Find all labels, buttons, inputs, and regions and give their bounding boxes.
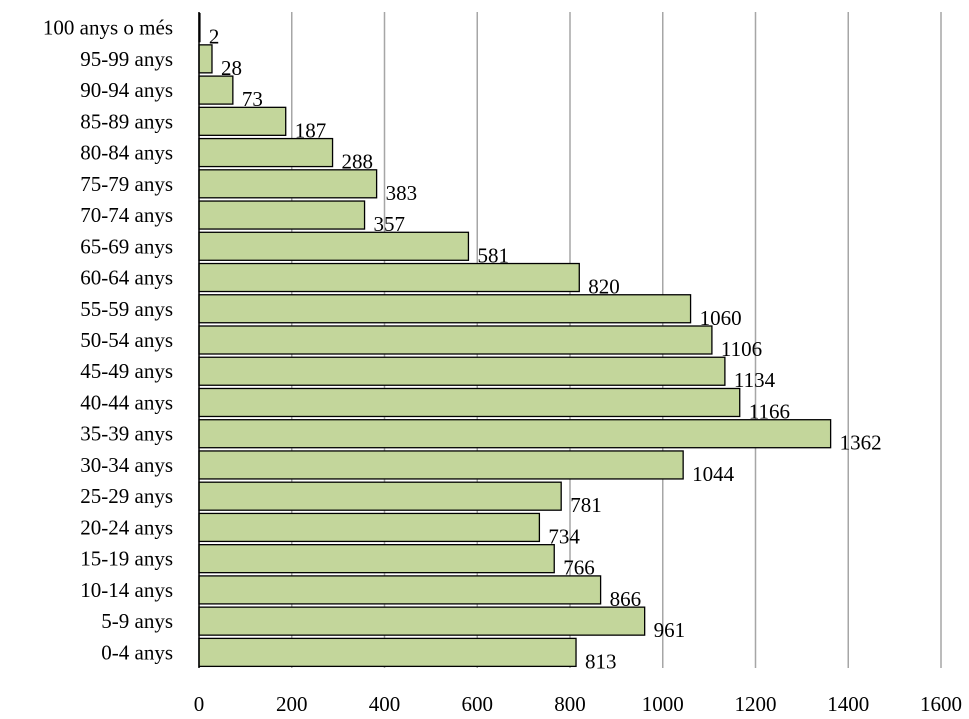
bar (198, 262, 580, 293)
bar (198, 481, 562, 511)
category-label: 60-64 anys (80, 266, 173, 290)
category-label: 5-9 anys (101, 609, 173, 633)
bar (198, 419, 832, 449)
data-label: 820 (588, 275, 620, 299)
category-label: 35-39 anys (80, 422, 173, 446)
bar (198, 75, 234, 105)
category-label: 90-94 anys (80, 78, 173, 102)
data-label: 288 (342, 150, 374, 174)
data-label: 1134 (734, 368, 776, 392)
bar (198, 637, 577, 668)
data-label: 2 (209, 25, 220, 49)
data-label: 28 (221, 56, 242, 80)
category-label: 55-59 anys (80, 297, 173, 321)
bar (198, 294, 692, 324)
category-label: 65-69 anys (80, 234, 173, 258)
data-label: 961 (654, 618, 686, 642)
x-tick-label: 800 (554, 692, 586, 716)
category-label: 100 anys o més (43, 16, 173, 40)
bar (198, 169, 378, 199)
bar (198, 606, 646, 636)
data-label: 581 (477, 243, 509, 267)
data-label: 187 (295, 118, 327, 142)
bar (198, 575, 602, 605)
category-label: 25-29 anys (80, 484, 173, 508)
category-label: 45-49 anys (80, 359, 173, 383)
category-label: 15-19 anys (80, 547, 173, 571)
bar (198, 512, 541, 543)
category-label: 20-24 anys (80, 515, 173, 539)
data-label: 73 (242, 87, 263, 111)
data-label: 781 (570, 493, 602, 517)
x-tick-label: 400 (369, 692, 401, 716)
bars (198, 12, 832, 668)
data-label: 383 (386, 181, 418, 205)
data-label: 1044 (692, 462, 735, 486)
x-tick-label: 0 (194, 692, 205, 716)
category-labels: 0-4 anys 5-9 anys 10-14 anys 15-19 anys 20-2… (43, 16, 173, 665)
category-label: 0-4 anys (101, 640, 173, 664)
x-tick-label: 600 (462, 692, 494, 716)
bar (198, 356, 726, 386)
bar (198, 231, 470, 261)
category-label: 40-44 anys (80, 390, 173, 414)
data-label: 1060 (700, 306, 742, 330)
category-label: 10-14 anys (80, 578, 173, 602)
x-tick-label: 1000 (642, 692, 684, 716)
data-label: 813 (585, 649, 617, 673)
x-tick-labels: 0 200 400 600 800 1000 1200 1400 1600 (194, 692, 962, 716)
x-tick-label: 1400 (827, 692, 869, 716)
x-tick-label: 1600 (920, 692, 962, 716)
data-label: 866 (610, 587, 642, 611)
data-label: 734 (548, 524, 580, 548)
category-label: 85-89 anys (80, 109, 173, 133)
category-label: 70-74 anys (80, 203, 173, 227)
bar (198, 544, 555, 574)
category-label: 80-84 anys (80, 141, 173, 165)
bar (198, 200, 366, 230)
category-label: 95-99 anys (80, 47, 173, 71)
bar (198, 137, 334, 168)
bar (198, 106, 287, 136)
data-label: 1166 (749, 399, 790, 423)
bar (198, 325, 713, 355)
bar (198, 44, 213, 74)
data-label: 1106 (721, 337, 762, 361)
x-tick-label: 1200 (735, 692, 777, 716)
category-label: 30-34 anys (80, 453, 173, 477)
category-label: 50-54 anys (80, 328, 173, 352)
data-label: 766 (563, 556, 595, 580)
bar (198, 450, 684, 480)
data-label: 357 (374, 212, 406, 236)
x-tick-label: 200 (276, 692, 308, 716)
data-labels: 813 961 866 766 734 781 1044 1362 1166 1134 1106 10… (209, 25, 882, 674)
category-label: 75-79 anys (80, 172, 173, 196)
bar (198, 387, 741, 418)
data-label: 1362 (840, 431, 882, 455)
